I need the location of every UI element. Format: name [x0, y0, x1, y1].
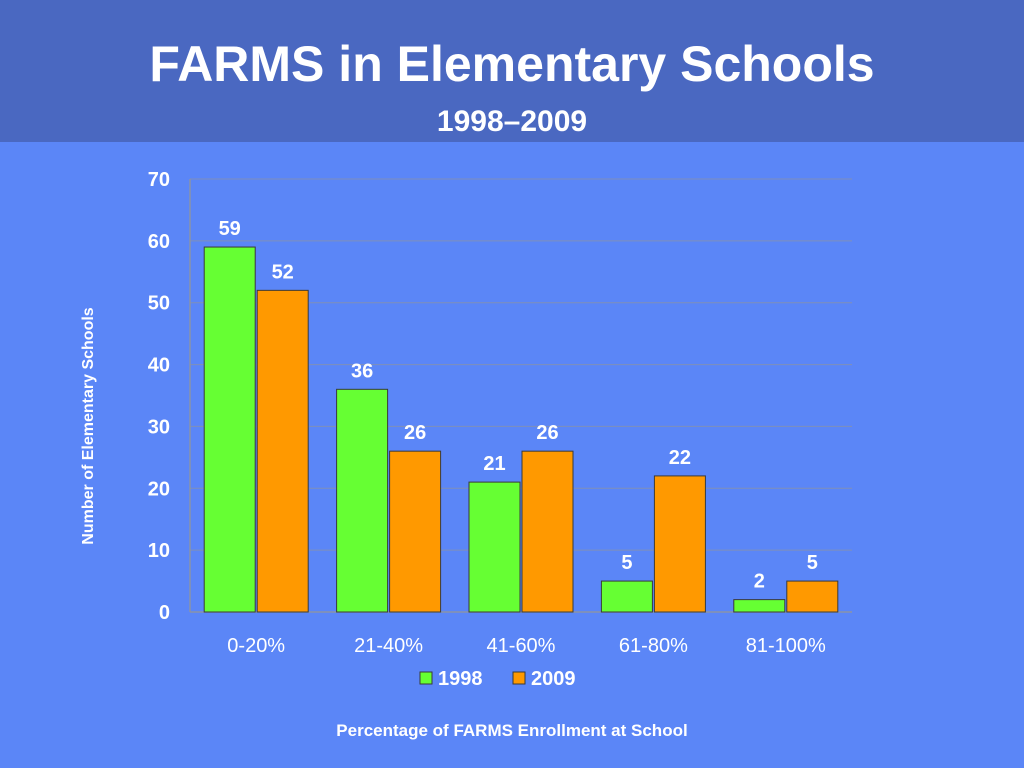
y-tick-label: 20 [148, 478, 170, 500]
data-label: 26 [536, 422, 558, 444]
bar-1998-81-100% [733, 599, 786, 613]
data-label: 26 [404, 422, 426, 444]
chart-subtitle: 1998–2009 [436, 105, 588, 138]
y-axis-title: Number of Elementary Schools [80, 307, 97, 544]
data-label: 5 [807, 552, 818, 574]
data-label: 52 [272, 261, 294, 283]
y-tick-label: 70 [148, 169, 170, 191]
y-tick-label: 30 [148, 416, 170, 438]
legend-label: 1998 [438, 668, 483, 690]
data-label: 5 [621, 552, 632, 574]
bar-2009-21-40% [389, 450, 442, 613]
legend-label: 2009 [531, 668, 576, 690]
title-band [0, 0, 1024, 142]
y-tick-label: 10 [148, 540, 170, 562]
x-tick-label: 61-80% [619, 635, 688, 657]
data-label: 21 [483, 453, 505, 475]
x-axis-title: Percentage of FARMS Enrollment at School [336, 721, 688, 740]
x-tick-label: 41-60% [487, 635, 556, 657]
y-tick-label: 40 [148, 355, 170, 377]
bar-1998-0-20% [203, 246, 256, 613]
legend-swatch-1998 [419, 671, 433, 685]
bar-2009-61-80% [653, 475, 706, 613]
x-tick-label: 81-100% [746, 635, 826, 657]
bar-1998-41-60% [468, 481, 521, 613]
data-label: 22 [669, 447, 691, 469]
y-tick-label: 60 [148, 231, 170, 253]
y-tick-label: 50 [148, 293, 170, 315]
data-label: 36 [351, 360, 373, 382]
x-tick-label: 21-40% [354, 635, 423, 657]
bar-2009-0-20% [256, 289, 309, 613]
data-label: 59 [219, 218, 241, 240]
data-label: 2 [754, 571, 765, 593]
y-tick-label: 0 [159, 602, 170, 624]
bar-2009-41-60% [521, 450, 574, 613]
bar-1998-21-40% [336, 388, 389, 613]
bar-1998-61-80% [600, 580, 653, 613]
x-tick-label: 0-20% [227, 635, 285, 657]
legend-swatch-2009 [512, 671, 526, 685]
chart-title: FARMS in Elementary Schools [149, 36, 875, 92]
bar-2009-81-100% [786, 580, 839, 613]
